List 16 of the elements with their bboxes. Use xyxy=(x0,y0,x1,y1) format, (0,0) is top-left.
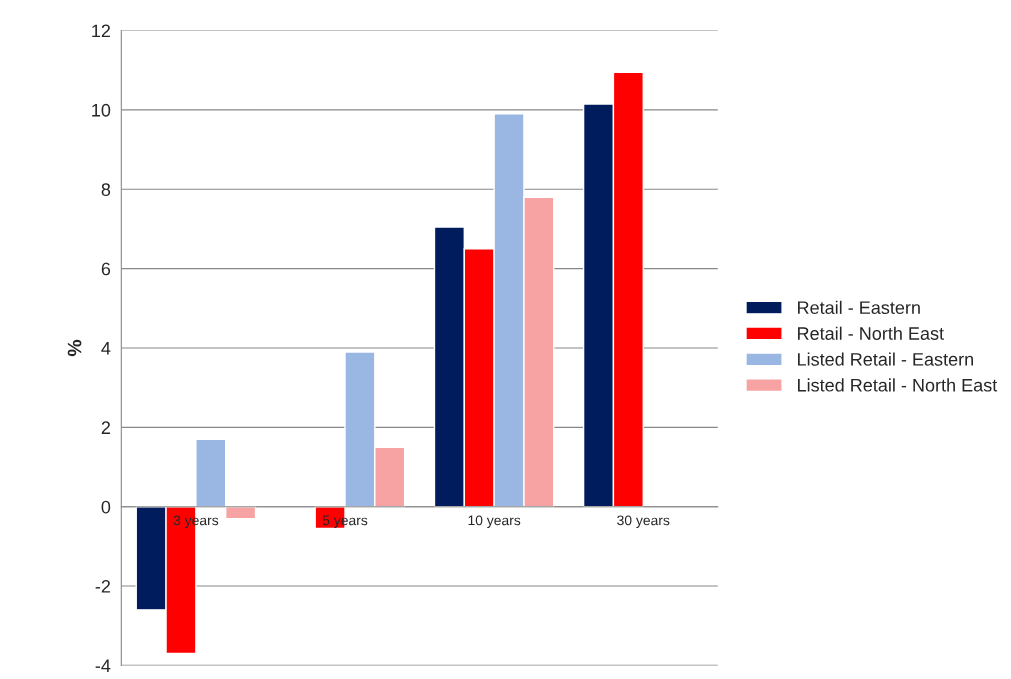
legend-label: Listed Retail - North East xyxy=(798,378,998,392)
y-tick-label: 6 xyxy=(101,262,111,276)
legend-label: Retail - North East xyxy=(798,326,944,340)
y-tick-label: 2 xyxy=(101,421,110,434)
y-tick-label: 8 xyxy=(101,183,111,196)
y-tick-label: 12 xyxy=(92,24,110,38)
y-tick-label: 10 xyxy=(92,103,111,117)
y-tick-label: 0 xyxy=(101,500,111,514)
y-axis-title: % xyxy=(67,339,82,357)
y-tick-label: -2 xyxy=(95,580,110,593)
y-tick-label: 4 xyxy=(101,342,111,355)
legend-label: Listed Retail - Eastern xyxy=(798,352,973,366)
legend-label: Retail - Eastern xyxy=(798,300,920,315)
x-tick-label: 10 years xyxy=(468,515,521,528)
x-tick-label: 30 years xyxy=(617,515,670,528)
y-tick-label: -4 xyxy=(95,659,111,672)
